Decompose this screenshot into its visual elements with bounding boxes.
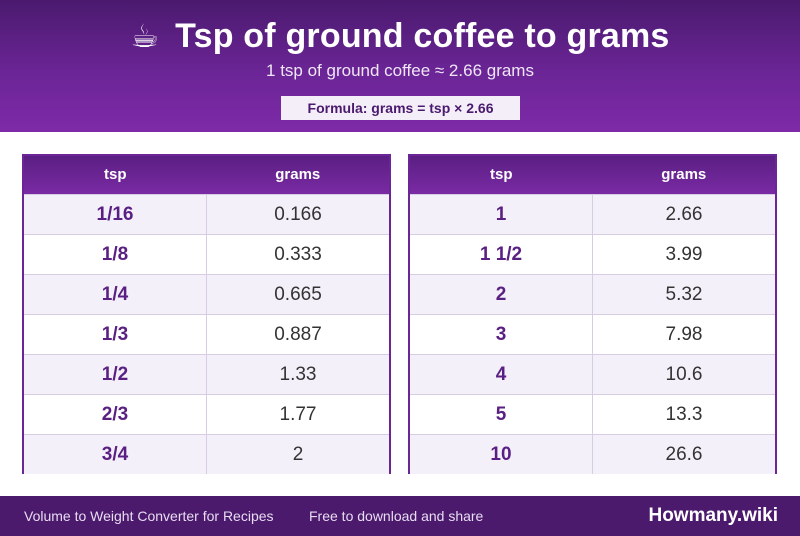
- table-header: tsp grams: [24, 156, 389, 194]
- table-row: 1/2 1.33: [24, 354, 389, 394]
- tsp-cell: 3: [410, 315, 593, 354]
- grams-cell: 2: [292, 444, 304, 465]
- table-row: 2 5.32: [410, 274, 775, 314]
- grams-cell: 0.166: [274, 204, 322, 225]
- table-row: 2/3 1.77: [24, 394, 389, 434]
- column-header-tsp: tsp: [490, 166, 513, 183]
- tsp-cell: 1/4: [24, 275, 207, 314]
- table-body: 1/16 0.166 1/8 0.333 1/4 0.665 1/3 0.887 1/2…: [24, 194, 389, 474]
- table-row: 1/4 0.665: [24, 274, 389, 314]
- table-row: 1 1/2 3.99: [410, 234, 775, 274]
- tsp-cell: 5: [410, 395, 593, 434]
- tsp-cell: 1 1/2: [410, 235, 593, 274]
- tsp-cell: 10: [410, 435, 593, 474]
- coffee-cup-icon: ☕: [130, 17, 160, 55]
- table-header: tsp grams: [410, 156, 775, 194]
- table-row: 3/4 2: [24, 434, 389, 474]
- table-row: 5 13.3: [410, 394, 775, 434]
- grams-cell: 26.6: [665, 444, 703, 465]
- tsp-cell: 1/16: [24, 195, 207, 234]
- title-row: ☕ Tsp of ground coffee to grams: [0, 14, 800, 58]
- table-row: 1/16 0.166: [24, 194, 389, 234]
- grams-cell: 2.66: [665, 204, 703, 225]
- formula-badge: Formula: grams = tsp × 2.66: [281, 96, 520, 120]
- grams-cell: 5.32: [665, 284, 703, 305]
- table-row: 3 7.98: [410, 314, 775, 354]
- table-body: 1 2.66 1 1/2 3.99 2 5.32 3 7.98 4 10.6 5 13.3 …: [410, 194, 775, 474]
- footer-tagline: Volume to Weight Converter for Recipes: [24, 508, 274, 524]
- grams-cell: 7.98: [665, 324, 703, 345]
- page-title: Tsp of ground coffee to grams: [175, 17, 670, 55]
- table-row: 4 10.6: [410, 354, 775, 394]
- grams-cell: 10.6: [665, 364, 703, 385]
- column-header-tsp: tsp: [104, 166, 127, 183]
- grams-cell: 0.665: [274, 284, 322, 305]
- page-subtitle: 1 tsp of ground coffee ≈ 2.66 grams: [266, 61, 534, 80]
- conversion-table-left: tsp grams 1/16 0.166 1/8 0.333 1/4 0.665 1/…: [22, 154, 391, 474]
- table-row: 1/3 0.887: [24, 314, 389, 354]
- column-header-grams: grams: [275, 166, 321, 183]
- grams-cell: 0.887: [274, 324, 322, 345]
- tsp-cell: 4: [410, 355, 593, 394]
- tsp-cell: 2/3: [24, 395, 207, 434]
- brand-logo[interactable]: Howmany.wiki: [648, 505, 778, 526]
- header: ☕ Tsp of ground coffee to grams 1 tsp of…: [0, 0, 800, 132]
- grams-cell: 0.333: [274, 244, 322, 265]
- tsp-cell: 1/3: [24, 315, 207, 354]
- footer: Volume to Weight Converter for Recipes F…: [0, 496, 800, 536]
- tsp-cell: 1: [410, 195, 593, 234]
- table-row: 1 2.66: [410, 194, 775, 234]
- table-row: 10 26.6: [410, 434, 775, 474]
- grams-cell: 1.77: [279, 404, 317, 425]
- tsp-cell: 1/8: [24, 235, 207, 274]
- tsp-cell: 3/4: [24, 435, 207, 474]
- grams-cell: 1.33: [279, 364, 317, 385]
- column-header-grams: grams: [661, 166, 707, 183]
- tsp-cell: 1/2: [24, 355, 207, 394]
- table-row: 1/8 0.333: [24, 234, 389, 274]
- tsp-cell: 2: [410, 275, 593, 314]
- footer-share-note: Free to download and share: [309, 508, 484, 524]
- grams-cell: 3.99: [665, 244, 703, 265]
- grams-cell: 13.3: [665, 404, 703, 425]
